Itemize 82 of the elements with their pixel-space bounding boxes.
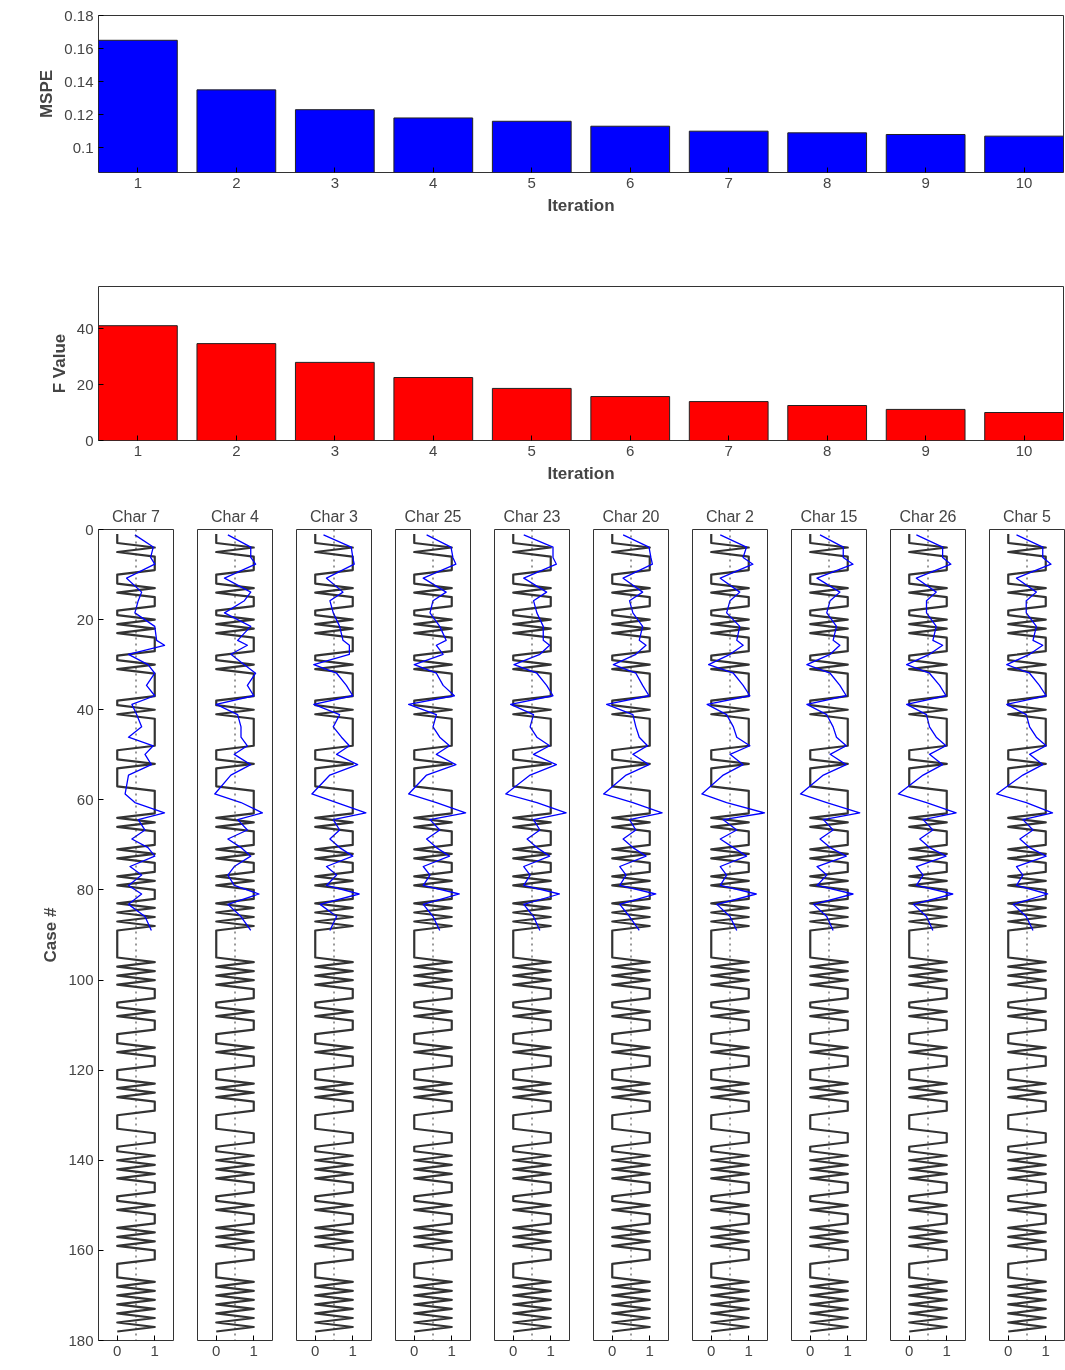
x-tick-label: 1 [546, 1341, 555, 1359]
x-tick-label: 10 [1015, 173, 1033, 191]
chart-title: Char 23 [503, 507, 561, 525]
y-tick-label: 80 [76, 880, 94, 898]
y-tick-label: 0 [85, 520, 94, 538]
x-tick-label: 0 [113, 1341, 122, 1359]
x-tick-label: 9 [921, 441, 930, 459]
x-axis-title: Iteration [547, 463, 615, 483]
y-tick-label: 20 [76, 375, 94, 393]
x-tick-label: 1 [133, 441, 143, 459]
bar [984, 412, 1064, 441]
x-tick-label: 3 [330, 173, 339, 191]
x-tick-label: 6 [626, 441, 635, 459]
x-tick-label: 8 [823, 441, 832, 459]
y-tick-label: 40 [76, 700, 94, 718]
y-axis-title: F Value [49, 333, 69, 394]
bar [688, 401, 769, 441]
x-tick-label: 0 [509, 1341, 518, 1359]
x-tick-label: 1 [843, 1341, 852, 1359]
y-tick-label: 100 [68, 971, 94, 989]
chart-title: Char 3 [309, 507, 359, 525]
y-tick-label: 0.1 [72, 138, 94, 156]
chart-title: Char 2 [705, 507, 755, 525]
bar [787, 405, 868, 441]
x-tick-label: 4 [429, 441, 438, 459]
x-tick-label: 3 [330, 441, 339, 459]
x-tick-label: 6 [626, 173, 635, 191]
y-tick-label: 140 [68, 1151, 94, 1169]
chart-title: Char 25 [404, 507, 462, 525]
y-tick-label: 60 [76, 790, 94, 808]
x-axis-title: Iteration [547, 195, 615, 215]
y-tick-label: 40 [76, 319, 94, 337]
y-axis-title: Case # [41, 907, 61, 963]
x-tick-label: 0 [1004, 1341, 1013, 1359]
y-tick-label: 120 [68, 1061, 94, 1079]
y-tick-label: 160 [68, 1241, 94, 1259]
x-tick-label: 5 [527, 441, 536, 459]
chart-title: Char 7 [111, 507, 161, 525]
chart-title: Char 26 [899, 507, 957, 525]
bar [196, 343, 277, 441]
bar [294, 361, 375, 441]
x-tick-label: 0 [905, 1341, 914, 1359]
x-tick-label: 0 [707, 1341, 716, 1359]
x-tick-label: 0 [410, 1341, 419, 1359]
x-tick-label: 0 [806, 1341, 815, 1359]
chart-title: Char 15 [800, 507, 858, 525]
x-tick-label: 0 [311, 1341, 320, 1359]
y-tick-label: 0.14 [64, 72, 94, 90]
bar [491, 387, 572, 441]
x-tick-label: 8 [823, 173, 832, 191]
y-tick-label: 0.16 [64, 39, 94, 57]
x-tick-label: 1 [942, 1341, 951, 1359]
x-tick-label: 9 [921, 173, 930, 191]
x-tick-label: 1 [744, 1341, 753, 1359]
y-tick-label: 20 [76, 610, 94, 628]
chart-title: Char 20 [602, 507, 660, 525]
y-tick-label: 180 [68, 1331, 94, 1349]
chart-title: Char 4 [210, 507, 260, 525]
x-tick-label: 7 [724, 173, 733, 191]
x-tick-label: 7 [724, 441, 733, 459]
bar [885, 408, 966, 441]
x-tick-label: 0 [212, 1341, 221, 1359]
x-tick-label: 1 [150, 1341, 159, 1359]
x-tick-label: 5 [527, 173, 536, 191]
x-tick-label: 1 [133, 173, 143, 191]
x-tick-label: 1 [447, 1341, 456, 1359]
x-tick-label: 2 [232, 441, 241, 459]
x-tick-label: 4 [429, 173, 438, 191]
x-tick-label: 2 [232, 173, 241, 191]
bar [98, 325, 178, 441]
chart-title: Char 5 [1002, 507, 1052, 525]
x-tick-label: 0 [608, 1341, 617, 1359]
x-tick-label: 1 [645, 1341, 654, 1359]
x-tick-label: 1 [249, 1341, 258, 1359]
x-tick-label: 1 [348, 1341, 357, 1359]
y-axis-title: MSPE [37, 69, 57, 119]
bar [590, 396, 671, 441]
x-tick-label: 10 [1015, 441, 1033, 459]
y-tick-label: 0.18 [64, 6, 94, 24]
x-tick-label: 1 [1041, 1341, 1050, 1359]
y-tick-label: 0.12 [64, 105, 94, 123]
bar [393, 377, 474, 441]
